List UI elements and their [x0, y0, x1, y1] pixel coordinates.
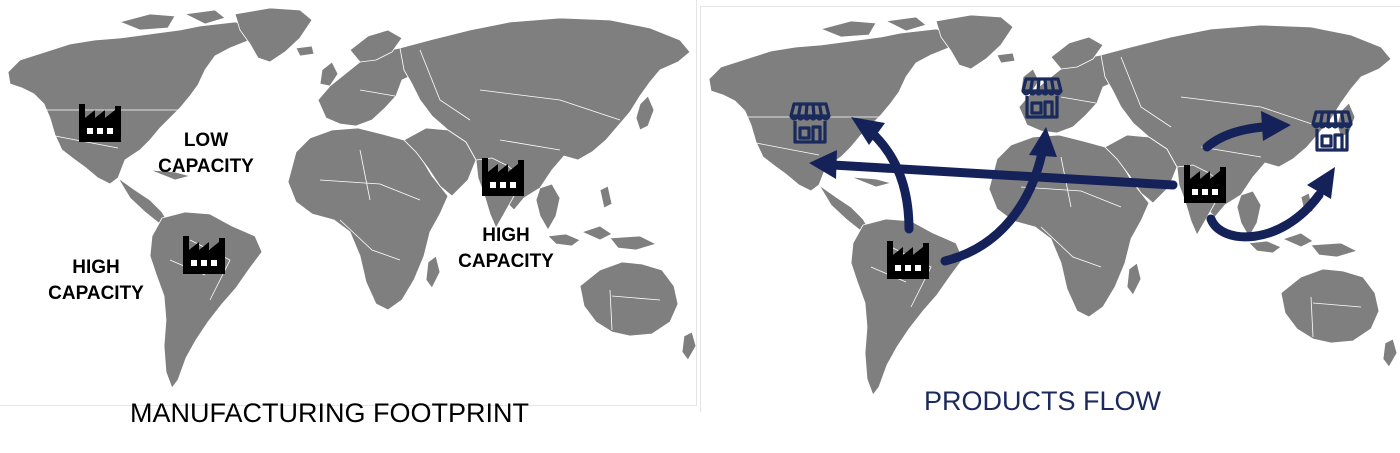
north-america-capacity-label: LOW CAPACITY — [158, 130, 254, 177]
flow-arrow-brazil-to-europe — [940, 148, 1047, 266]
flow-arrow-head — [809, 150, 837, 179]
products-flow-panel — [700, 6, 1400, 412]
flow-arrow-india-to-china — [1202, 122, 1268, 152]
world-map — [708, 14, 1398, 396]
south-america-capacity-label: HIGH CAPACITY — [48, 257, 144, 304]
products-flow-caption: PRODUCTS FLOW — [924, 386, 1162, 416]
manufacturing-footprint-caption: MANUFACTURING FOOTPRINT — [130, 398, 529, 428]
flow-arrow-brazil-to-usa-east — [866, 127, 914, 234]
world-map-right — [708, 14, 1398, 396]
world-map — [7, 7, 696, 389]
flow-arrow-head — [1029, 127, 1057, 157]
india-capacity-label: HIGH CAPACITY — [458, 225, 554, 272]
manufacturing-footprint-panel: LOW CAPACITY HIGH CAPACITY HIGH CAPACITY — [0, 0, 697, 406]
flow-arrow-head — [1261, 111, 1291, 141]
flow-arrow-india-to-asia-pacific — [1206, 190, 1324, 242]
world-map-left — [7, 7, 696, 389]
flow-arrow-india-to-usa-west — [828, 160, 1178, 190]
flow-arrow-head — [1307, 167, 1335, 199]
flow-arrow-head — [851, 117, 885, 145]
